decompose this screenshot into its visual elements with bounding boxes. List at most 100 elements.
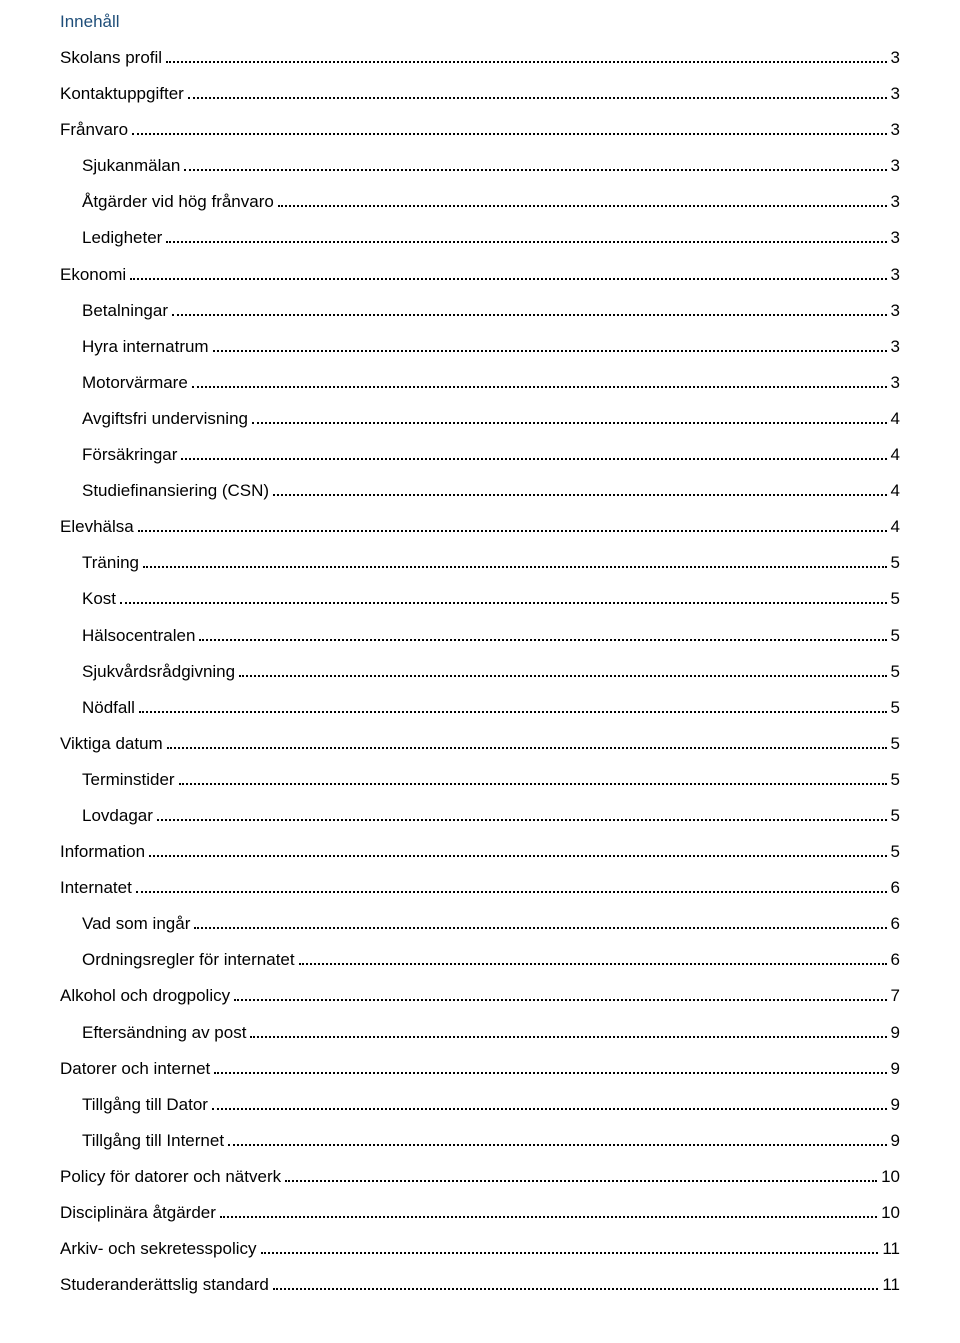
toc-page-number: 3 <box>891 336 900 358</box>
toc-leader <box>120 593 887 605</box>
toc-row[interactable]: Sjukvårdsrådgivning5 <box>60 654 900 690</box>
toc-page-number: 4 <box>891 480 900 502</box>
toc-row[interactable]: Avgiftsfri undervisning4 <box>60 401 900 437</box>
toc-leader <box>166 232 886 244</box>
toc-row[interactable]: Motorvärmare 3 <box>60 365 900 401</box>
toc-leader <box>239 665 886 677</box>
toc-label: Policy för datorer och nätverk <box>60 1166 281 1188</box>
toc-row[interactable]: Frånvaro3 <box>60 112 900 148</box>
toc-row[interactable]: Sjukanmälan 3 <box>60 148 900 184</box>
toc-row[interactable]: Studiefinansiering (CSN)4 <box>60 473 900 509</box>
toc-leader <box>194 917 886 929</box>
toc-page-number: 4 <box>891 516 900 538</box>
toc-row[interactable]: Åtgärder vid hög frånvaro3 <box>60 184 900 220</box>
toc-row[interactable]: Kost5 <box>60 581 900 617</box>
toc-page-number: 5 <box>891 733 900 755</box>
toc-row[interactable]: Nödfall5 <box>60 690 900 726</box>
toc-page-number: 3 <box>891 155 900 177</box>
toc-leader <box>188 87 887 99</box>
toc-row[interactable]: Ekonomi3 <box>60 257 900 293</box>
toc-row[interactable]: Elevhälsa 4 <box>60 509 900 545</box>
toc-page-number: 9 <box>891 1094 900 1116</box>
toc-leader <box>157 809 887 821</box>
toc-page-number: 5 <box>891 805 900 827</box>
toc-label: Sjukanmälan <box>82 155 180 177</box>
toc-label: Skolans profil <box>60 47 162 69</box>
toc-page-number: 6 <box>891 913 900 935</box>
toc-label: Träning <box>82 552 139 574</box>
toc-row[interactable]: Hyra internatrum 3 <box>60 329 900 365</box>
toc-row[interactable]: Ordningsregler för internatet 6 <box>60 942 900 978</box>
toc-page-number: 3 <box>891 119 900 141</box>
toc-row[interactable]: Information5 <box>60 834 900 870</box>
toc-leader <box>278 195 887 207</box>
toc-row[interactable]: Internatet6 <box>60 870 900 906</box>
toc-row[interactable]: Träning 5 <box>60 545 900 581</box>
toc-row[interactable]: Viktiga datum 5 <box>60 726 900 762</box>
toc-leader <box>172 304 887 316</box>
toc-label: Hyra internatrum <box>82 336 209 358</box>
toc-label: Studeranderättslig standard <box>60 1274 269 1296</box>
toc-label: Viktiga datum <box>60 733 163 755</box>
toc-label: Vad som ingår <box>82 913 190 935</box>
toc-label: Ordningsregler för internatet <box>82 949 295 971</box>
toc-page-number: 3 <box>891 191 900 213</box>
toc-leader <box>273 1278 878 1290</box>
toc-row[interactable]: Studeranderättslig standard 11 <box>60 1267 900 1303</box>
toc-row[interactable]: Lovdagar 5 <box>60 798 900 834</box>
toc-label: Ledigheter <box>82 227 162 249</box>
toc-page-number: 6 <box>891 949 900 971</box>
toc-row[interactable]: Tillgång till Dator9 <box>60 1087 900 1123</box>
toc-leader <box>166 51 886 63</box>
toc-label: Information <box>60 841 145 863</box>
toc-page-number: 3 <box>891 83 900 105</box>
toc-row[interactable]: Alkohol och drogpolicy7 <box>60 978 900 1014</box>
toc-page-number: 7 <box>891 985 900 1007</box>
toc-leader <box>299 953 887 965</box>
toc-label: Betalningar <box>82 300 168 322</box>
toc-label: Arkiv- och sekretesspolicy <box>60 1238 257 1260</box>
toc-leader <box>285 1170 877 1182</box>
toc-leader <box>213 340 887 352</box>
toc-row[interactable]: Disciplinära åtgärder10 <box>60 1195 900 1231</box>
toc-row[interactable]: Datorer och internet9 <box>60 1051 900 1087</box>
toc-leader <box>138 520 887 532</box>
toc-leader <box>234 990 886 1002</box>
toc-leader <box>199 629 886 641</box>
toc-label: Motorvärmare <box>82 372 188 394</box>
toc-page-number: 3 <box>891 372 900 394</box>
toc-page-number: 5 <box>891 625 900 647</box>
toc-leader <box>136 881 887 893</box>
toc-row[interactable]: Hälsocentralen 5 <box>60 618 900 654</box>
toc-label: Lovdagar <box>82 805 153 827</box>
document-page: Innehåll Skolans profil3Kontaktuppgifter… <box>0 0 960 1343</box>
toc-page-number: 5 <box>891 769 900 791</box>
toc-page-number: 5 <box>891 661 900 683</box>
toc-row[interactable]: Tillgång till Internet9 <box>60 1123 900 1159</box>
toc-label: Terminstider <box>82 769 175 791</box>
toc-row[interactable]: Policy för datorer och nätverk10 <box>60 1159 900 1195</box>
toc-row[interactable]: Terminstider 5 <box>60 762 900 798</box>
toc-leader <box>192 376 887 388</box>
toc-leader <box>250 1026 886 1038</box>
toc-leader <box>179 773 887 785</box>
toc-page-number: 9 <box>891 1130 900 1152</box>
toc-label: Datorer och internet <box>60 1058 210 1080</box>
toc-row[interactable]: Betalningar3 <box>60 293 900 329</box>
toc-label: Elevhälsa <box>60 516 134 538</box>
toc-page-number: 5 <box>891 552 900 574</box>
toc-page-number: 11 <box>882 1274 900 1296</box>
toc-leader <box>212 1098 887 1110</box>
toc-label: Hälsocentralen <box>82 625 195 647</box>
toc-label: Eftersändning av post <box>82 1022 246 1044</box>
toc-leader <box>139 701 887 713</box>
toc-row[interactable]: Kontaktuppgifter3 <box>60 76 900 112</box>
toc-leader <box>214 1062 886 1074</box>
toc-row[interactable]: Eftersändning av post9 <box>60 1015 900 1051</box>
toc-row[interactable]: Vad som ingår 6 <box>60 906 900 942</box>
toc-row[interactable]: Ledigheter3 <box>60 220 900 256</box>
toc-row[interactable]: Skolans profil3 <box>60 40 900 76</box>
toc-row[interactable]: Arkiv- och sekretesspolicy11 <box>60 1231 900 1267</box>
toc-row[interactable]: Försäkringar4 <box>60 437 900 473</box>
toc-leader <box>181 448 886 460</box>
